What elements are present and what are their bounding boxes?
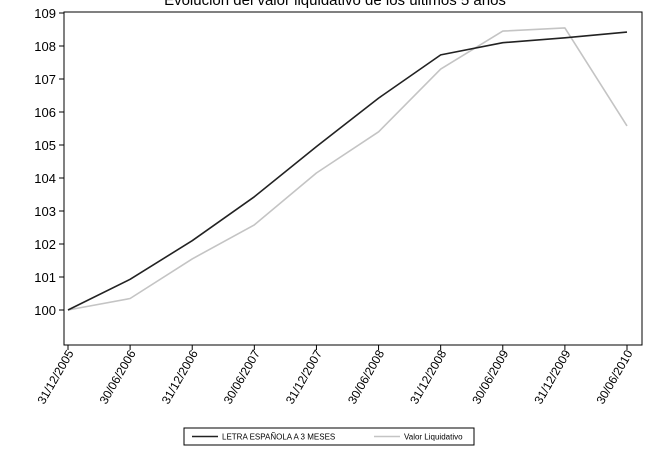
x-tick-label: 31/12/2007 [283, 347, 325, 406]
y-tick-label: 108 [34, 39, 56, 54]
x-axis-ticks: 31/12/2005 30/06/2006 31/12/2006 30/06/2007… [34, 345, 636, 407]
y-tick-label: 105 [34, 138, 56, 153]
plot-frame [63, 11, 643, 346]
series-line-1 [67, 31, 628, 311]
y-tick-label: 109 [34, 6, 56, 21]
x-tick-label: 30/06/2008 [345, 347, 387, 406]
x-tick-label: 30/06/2006 [97, 347, 139, 406]
axes [63, 11, 643, 346]
x-tick-label: 30/06/2007 [221, 347, 263, 406]
legend-box [183, 427, 475, 446]
x-tick-label: 30/06/2010 [593, 347, 635, 406]
legend-label: LETRA ESPAÑOLA A 3 MESES [222, 433, 335, 442]
y-tick-label: 101 [34, 270, 56, 285]
series-lines [67, 27, 628, 311]
y-tick-label: 103 [34, 204, 56, 219]
y-tick-label: 100 [34, 303, 56, 318]
chart-title: Evolución del valor liquidativo de los ú… [164, 0, 506, 9]
legend-label: Valor Liquidativo [404, 433, 463, 442]
x-tick-label: 30/06/2009 [469, 347, 511, 406]
y-tick-label: 107 [34, 72, 56, 87]
y-tick-label: 102 [34, 237, 56, 252]
x-tick-label: 31/12/2009 [531, 347, 573, 406]
y-axis-ticks: 100 101 102 103 104 105 106 107 108 109 [34, 6, 64, 318]
legend: LETRA ESPAÑOLA A 3 MESES Valor Liquidativ… [183, 427, 475, 446]
y-tick-label: 104 [34, 171, 56, 186]
x-tick-label: 31/12/2006 [159, 347, 201, 406]
y-tick-label: 106 [34, 105, 56, 120]
x-tick-label: 31/12/2005 [34, 347, 76, 406]
series-line-2 [67, 27, 628, 311]
x-tick-label: 31/12/2008 [407, 347, 449, 406]
